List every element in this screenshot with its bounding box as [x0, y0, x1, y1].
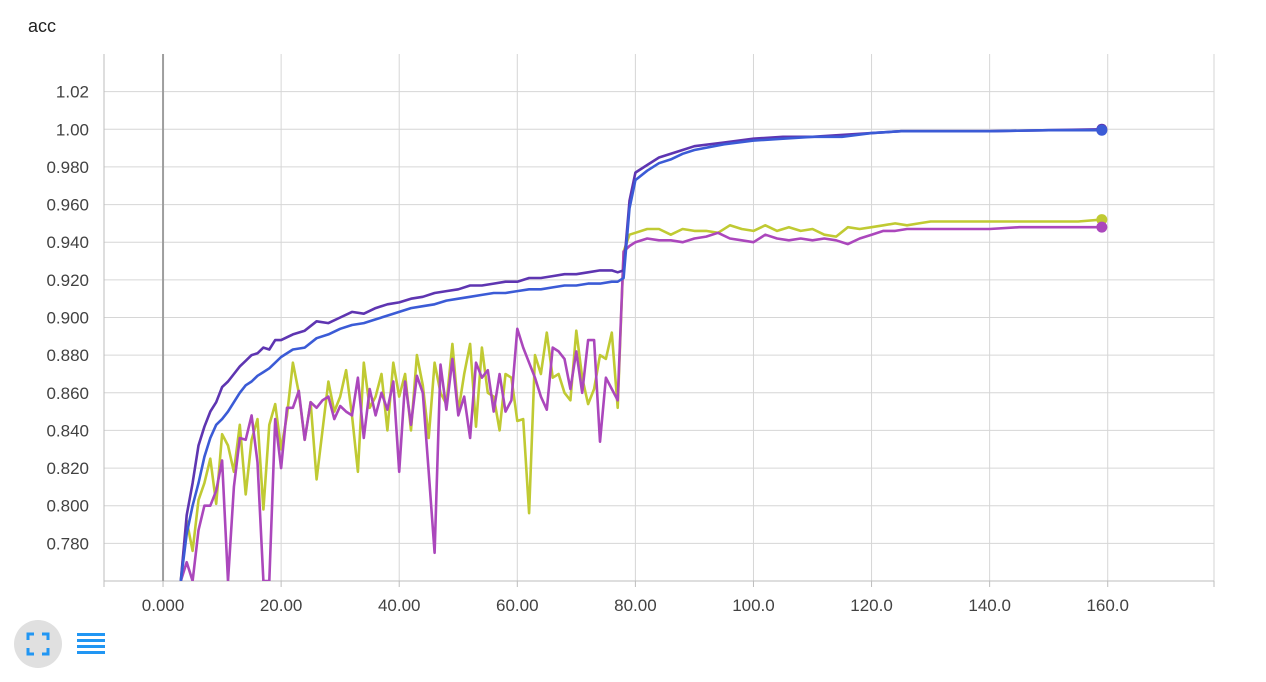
- y-tick-label: 0.920: [46, 271, 89, 290]
- list-icon: [77, 633, 105, 654]
- series-line-2: [179, 218, 1102, 581]
- y-tick-label: 0.860: [46, 384, 89, 403]
- y-tick-label: 0.900: [46, 309, 89, 328]
- series-line-0: [179, 128, 1102, 581]
- series-end-marker-1[interactable]: [1096, 124, 1108, 136]
- y-tick-label: 0.880: [46, 346, 89, 365]
- y-tick-label: 0.800: [46, 497, 89, 516]
- y-tick-label: 0.840: [46, 421, 89, 440]
- y-axis-tick-labels: 0.780 0.800 0.820 0.840 0.860 0.880 0.900 0.920…: [46, 83, 89, 554]
- y-tick-label: 1.02: [56, 83, 89, 102]
- x-tick-label: 40.00: [378, 596, 421, 615]
- x-tick-label: 20.00: [260, 596, 303, 615]
- x-tick-label: 60.00: [496, 596, 539, 615]
- axes: [103, 54, 1215, 587]
- x-tick-label: 160.0: [1086, 596, 1129, 615]
- y-tick-label: 0.960: [46, 196, 89, 215]
- x-axis-tick-labels: 0.000 20.00 40.00 60.00 80.00 100.0 120.0 140.0…: [142, 596, 1129, 615]
- x-tick-label: 0.000: [142, 596, 185, 615]
- fullscreen-button[interactable]: [14, 620, 62, 668]
- x-tick-label: 100.0: [732, 596, 775, 615]
- chart-title: acc: [28, 16, 57, 36]
- fullscreen-icon: [26, 632, 50, 656]
- series-end-markers: [1096, 123, 1108, 233]
- series-line-1: [179, 128, 1102, 581]
- series-end-marker-2[interactable]: [1096, 214, 1108, 226]
- x-tick-label: 120.0: [850, 596, 893, 615]
- y-tick-label: 0.820: [46, 459, 89, 478]
- grid-lines: [104, 54, 1215, 581]
- y-tick-label: 0.780: [46, 534, 89, 553]
- series-lines: [179, 128, 1102, 581]
- series-line-3: [179, 225, 1102, 581]
- series-end-marker-3[interactable]: [1096, 221, 1108, 233]
- toggle-data-button[interactable]: [67, 620, 115, 668]
- x-tick-label: 140.0: [968, 596, 1011, 615]
- y-tick-label: 0.940: [46, 233, 89, 252]
- y-tick-label: 1.00: [56, 120, 89, 139]
- y-tick-label: 0.980: [46, 158, 89, 177]
- x-tick-label: 80.00: [614, 596, 657, 615]
